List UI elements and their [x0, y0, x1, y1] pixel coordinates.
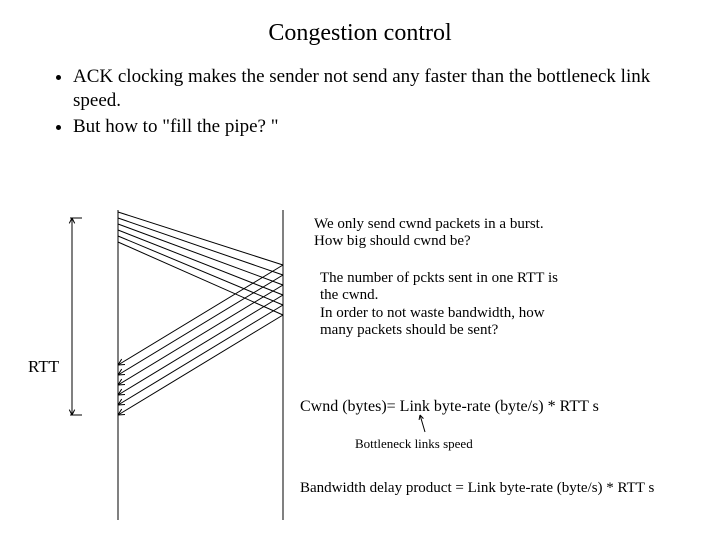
text-block-cwnd-rtt: The number of pckts sent in one RTT isth… — [320, 270, 558, 339]
text-block-cwnd-burst: We only send cwnd packets in a burst.How… — [314, 216, 544, 251]
bullet-list: ACK clocking makes the sender not send a… — [45, 65, 675, 138]
rtt-label: RTT — [28, 357, 59, 377]
formula-cwnd: Cwnd (bytes)= Link byte-rate (byte/s) * … — [300, 398, 599, 416]
bullet-item: ACK clocking makes the sender not send a… — [73, 65, 675, 113]
bdp-text: Bandwidth delay product = Link byte-rate… — [300, 480, 654, 497]
page-title: Congestion control — [0, 20, 720, 47]
bullet-item: But how to "fill the pipe? " — [73, 115, 675, 139]
bottleneck-label: Bottleneck links speed — [355, 437, 473, 452]
